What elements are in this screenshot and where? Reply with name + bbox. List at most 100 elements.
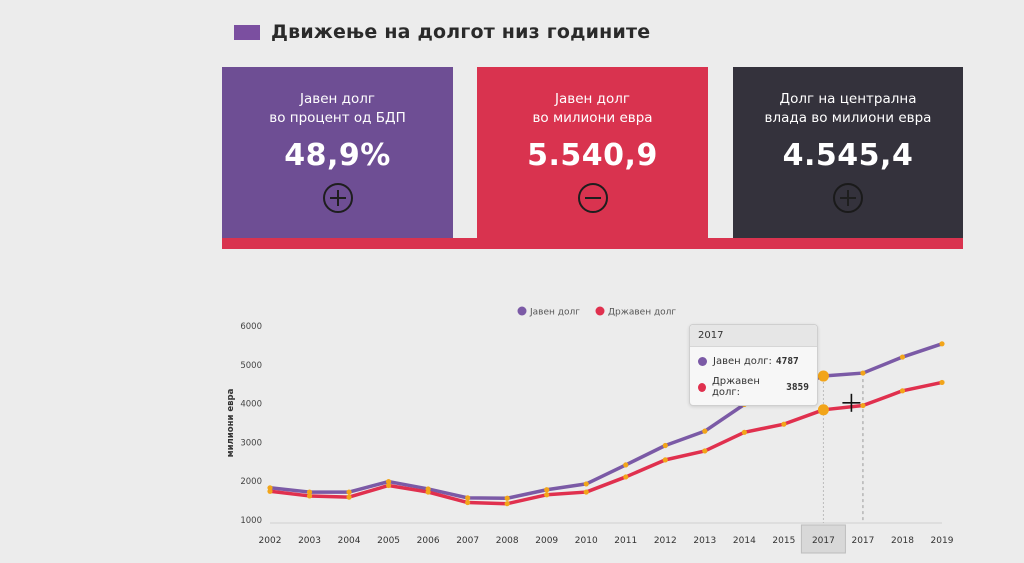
x-tick-label: 2002 (259, 536, 282, 546)
x-axis: 2002 2003 2004 2005 2006 2007 2008 2009 2010 2011… (259, 379, 954, 554)
card-label-line2: влада во милиони евра (764, 110, 932, 126)
data-point (465, 499, 471, 506)
legend-dot-icon (517, 306, 527, 316)
series-dot-icon (698, 357, 707, 366)
collapse-minus-icon[interactable] (577, 183, 608, 213)
data-point (504, 495, 510, 501)
y-tick-label: 4000 (240, 400, 262, 410)
chart-legend[interactable]: Јавен долг Државен долг (517, 306, 677, 318)
debt-gdp-card: Јавен долг во процент од БДП 48,9% (222, 67, 453, 238)
data-point (939, 341, 945, 347)
tooltip-value: 4787 (775, 356, 799, 367)
x-tick-label: 2008 (496, 536, 519, 546)
y-tick-label: 2000 (240, 477, 262, 487)
page-title: Движење на долгот низ годините (271, 21, 651, 43)
x-tick-label: 2014 (733, 536, 756, 546)
data-point (385, 482, 392, 489)
data-point (662, 457, 668, 463)
tooltip-row-public: Јавен долг: 4787 (690, 356, 817, 367)
legend-label: Државен долг (608, 308, 676, 318)
y-tick-label: 1000 (240, 516, 262, 526)
data-point (702, 448, 708, 454)
data-point (267, 488, 273, 494)
card-label: Долг на централна влада во милиони евра (733, 90, 963, 128)
y-tick-label: 3000 (240, 438, 262, 448)
card-value: 4.545,4 (782, 138, 914, 173)
data-point (623, 474, 629, 480)
debt-line-chart[interactable]: Јавен долг Државен долг 1000 2000 3000 4000 5… (222, 296, 982, 559)
card-label-line1: Јавен долг (300, 91, 375, 107)
data-point (702, 428, 708, 434)
data-point (781, 421, 787, 427)
data-point (623, 462, 629, 468)
legend-dot-icon (595, 306, 605, 316)
series-line (269, 342, 943, 501)
data-point (860, 370, 866, 376)
x-tick-label: 2019 (931, 536, 954, 546)
series-dot-icon (698, 382, 706, 392)
x-tick-label: 2018 (891, 536, 914, 546)
data-point (817, 404, 829, 416)
data-point (583, 481, 589, 487)
legend-label: Јавен долг (529, 308, 580, 318)
public-debt-card: Јавен долг во милиони евра 5.540,9 (477, 67, 708, 238)
data-point (504, 501, 510, 507)
section-header: Движење на долгот низ годините (234, 17, 650, 47)
x-tick-label: 2009 (535, 536, 558, 546)
data-point (465, 495, 471, 501)
data-point (899, 354, 906, 360)
x-tick-highlight (800, 524, 846, 554)
y-tick-label: 5000 (240, 361, 262, 371)
data-point (939, 379, 945, 386)
expand-plus-icon[interactable] (322, 183, 353, 213)
expand-plus-icon[interactable] (833, 183, 863, 213)
data-point (346, 489, 352, 495)
x-tick-label: 2010 (575, 536, 598, 546)
card-value: 48,9% (284, 138, 391, 173)
y-tick-label: 6000 (240, 322, 262, 332)
tooltip-value: 3859 (786, 381, 809, 393)
card-value: 5.540,9 (527, 138, 658, 173)
data-point (741, 429, 747, 435)
data-point (899, 388, 906, 394)
card-label-line2: во милиони евра (532, 110, 653, 126)
x-tick-label: 2017 (812, 536, 835, 546)
data-point (817, 370, 829, 382)
card-label-line1: Јавен долг (555, 91, 630, 107)
data-point (425, 489, 431, 495)
x-tick-label: 2006 (417, 536, 440, 546)
x-tick-label: 2003 (298, 536, 321, 546)
x-tick-label: 2011 (614, 536, 637, 546)
x-tick-label: 2013 (693, 536, 716, 546)
data-point (583, 489, 589, 495)
title-color-square (234, 24, 260, 40)
chart-svg: Јавен долг Државен долг 1000 2000 3000 4000 5… (226, 306, 954, 554)
data-point (544, 492, 550, 498)
card-bottom-strip (222, 238, 963, 249)
x-tick-label: 2017 (851, 536, 874, 546)
data-point (346, 494, 352, 500)
data-point (306, 493, 313, 499)
card-label: Јавен долг во милиони евра (477, 90, 708, 128)
chart-series (267, 341, 945, 507)
data-point (544, 487, 550, 493)
y-axis: 1000 2000 3000 4000 5000 6000 милиони евра (226, 322, 262, 526)
y-axis-label: милиони евра (226, 388, 236, 457)
tooltip-label: Јавен долг: (713, 356, 772, 367)
x-tick-label: 2015 (772, 536, 795, 546)
x-tick-label: 2005 (377, 536, 400, 546)
x-tick-label: 2007 (456, 536, 479, 546)
data-point (385, 478, 392, 485)
x-tick-label: 2004 (338, 536, 361, 546)
card-label-line1: Долг на централна (779, 91, 917, 107)
data-point (306, 489, 313, 495)
data-point (860, 402, 866, 409)
x-tick-label: 2012 (654, 536, 677, 546)
card-label-line2: во процент од БДП (269, 110, 406, 126)
card-label: Јавен долг во процент од БДП (222, 90, 453, 128)
series-line (269, 380, 943, 506)
crosshair-cursor-icon (842, 393, 861, 412)
tooltip-year: 2017 (690, 325, 817, 347)
chart-tooltip: 2017 Јавен долг: 4787 Државен долг: 3859 (689, 324, 818, 406)
tooltip-row-state: Државен долг: 3859 (690, 376, 817, 398)
